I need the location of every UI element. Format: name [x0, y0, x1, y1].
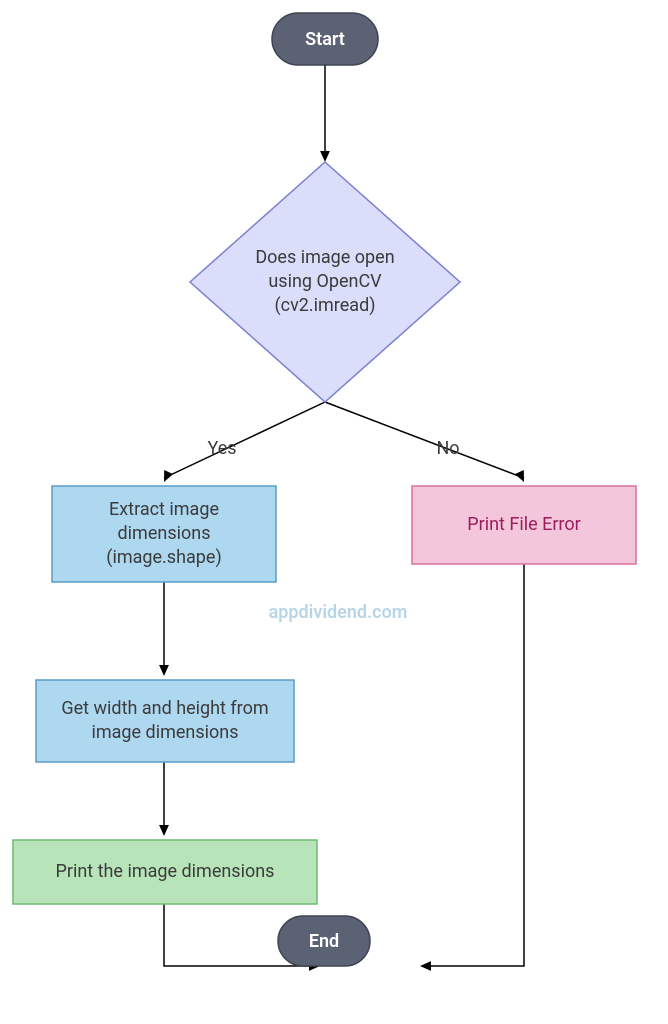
svg-text:Get width and height from: Get width and height from: [61, 698, 268, 719]
svg-text:Print the image dimensions: Print the image dimensions: [56, 861, 275, 882]
edge-decision-extract: Yes: [164, 402, 325, 482]
svg-text:using OpenCV: using OpenCV: [268, 271, 382, 292]
svg-text:(cv2.imread): (cv2.imread): [274, 295, 375, 316]
edge-start-decision: [320, 65, 330, 162]
node-error: Print File Error: [412, 486, 636, 564]
svg-text:Extract image: Extract image: [109, 499, 219, 520]
edge-error-end: [420, 564, 524, 971]
svg-text:dimensions: dimensions: [118, 523, 211, 544]
edge-decision-error: No: [325, 402, 524, 482]
svg-text:Start: Start: [305, 29, 345, 50]
edge-label: Yes: [207, 438, 236, 459]
edge-extract-getwh: [159, 582, 169, 676]
node-decision: Does image open using OpenCV (cv2.imread): [190, 162, 460, 402]
edge-label: No: [436, 438, 459, 459]
node-extract: Extract image dimensions (image.shape): [52, 486, 276, 582]
edge-getwh-print: [159, 762, 169, 836]
watermark: appdividend.com: [269, 602, 408, 623]
svg-text:image dimensions: image dimensions: [91, 722, 238, 743]
node-getwh: Get width and height from image dimension…: [36, 680, 294, 762]
svg-text:Print File Error: Print File Error: [467, 514, 580, 535]
svg-text:Does image open: Does image open: [255, 247, 394, 268]
node-end: End: [278, 916, 370, 966]
node-print: Print the image dimensions: [13, 840, 317, 904]
svg-text:End: End: [309, 931, 339, 952]
node-start: Start: [272, 13, 378, 65]
svg-text:(image.shape): (image.shape): [106, 547, 221, 568]
